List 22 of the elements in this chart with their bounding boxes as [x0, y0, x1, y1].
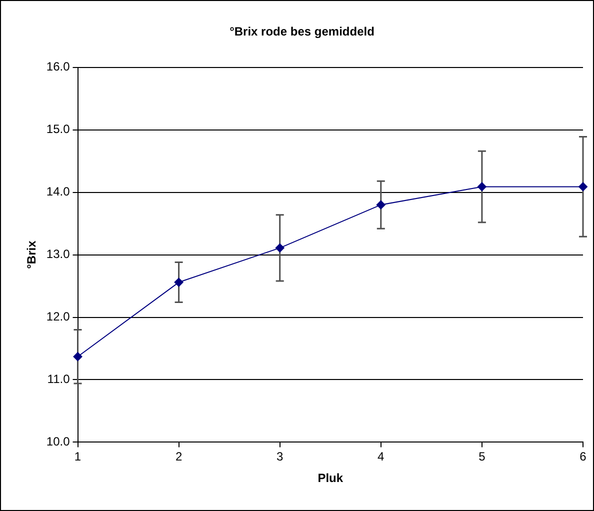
point	[73, 352, 82, 362]
y-tick-label: 14.0	[46, 184, 70, 199]
y-tick-label: 16.0	[46, 60, 70, 74]
x-axis-title: Pluk	[318, 471, 344, 486]
chart-title: °Brix rode bes gemiddeld	[230, 24, 374, 39]
x-tick-label: 2	[175, 450, 182, 464]
point	[174, 278, 184, 287]
y-tick-label: 10.0	[46, 434, 70, 449]
point	[477, 182, 486, 192]
y-tick-label: 11.0	[47, 372, 70, 386]
y-tick-label: 13.0	[46, 247, 70, 262]
point	[578, 182, 588, 192]
x-tick-label: 1	[74, 450, 82, 464]
x-tick-label: 5	[478, 450, 486, 464]
y-tick-label: 15.0	[46, 122, 70, 136]
point	[376, 200, 386, 210]
x-tick-label: 6	[580, 450, 587, 464]
x-tick-label: 4	[378, 450, 385, 464]
point	[275, 243, 284, 252]
y-axis-title: °Brix	[24, 240, 39, 269]
x-tick-label: 3	[276, 450, 284, 464]
y-tick-label: 12.0	[46, 310, 70, 324]
